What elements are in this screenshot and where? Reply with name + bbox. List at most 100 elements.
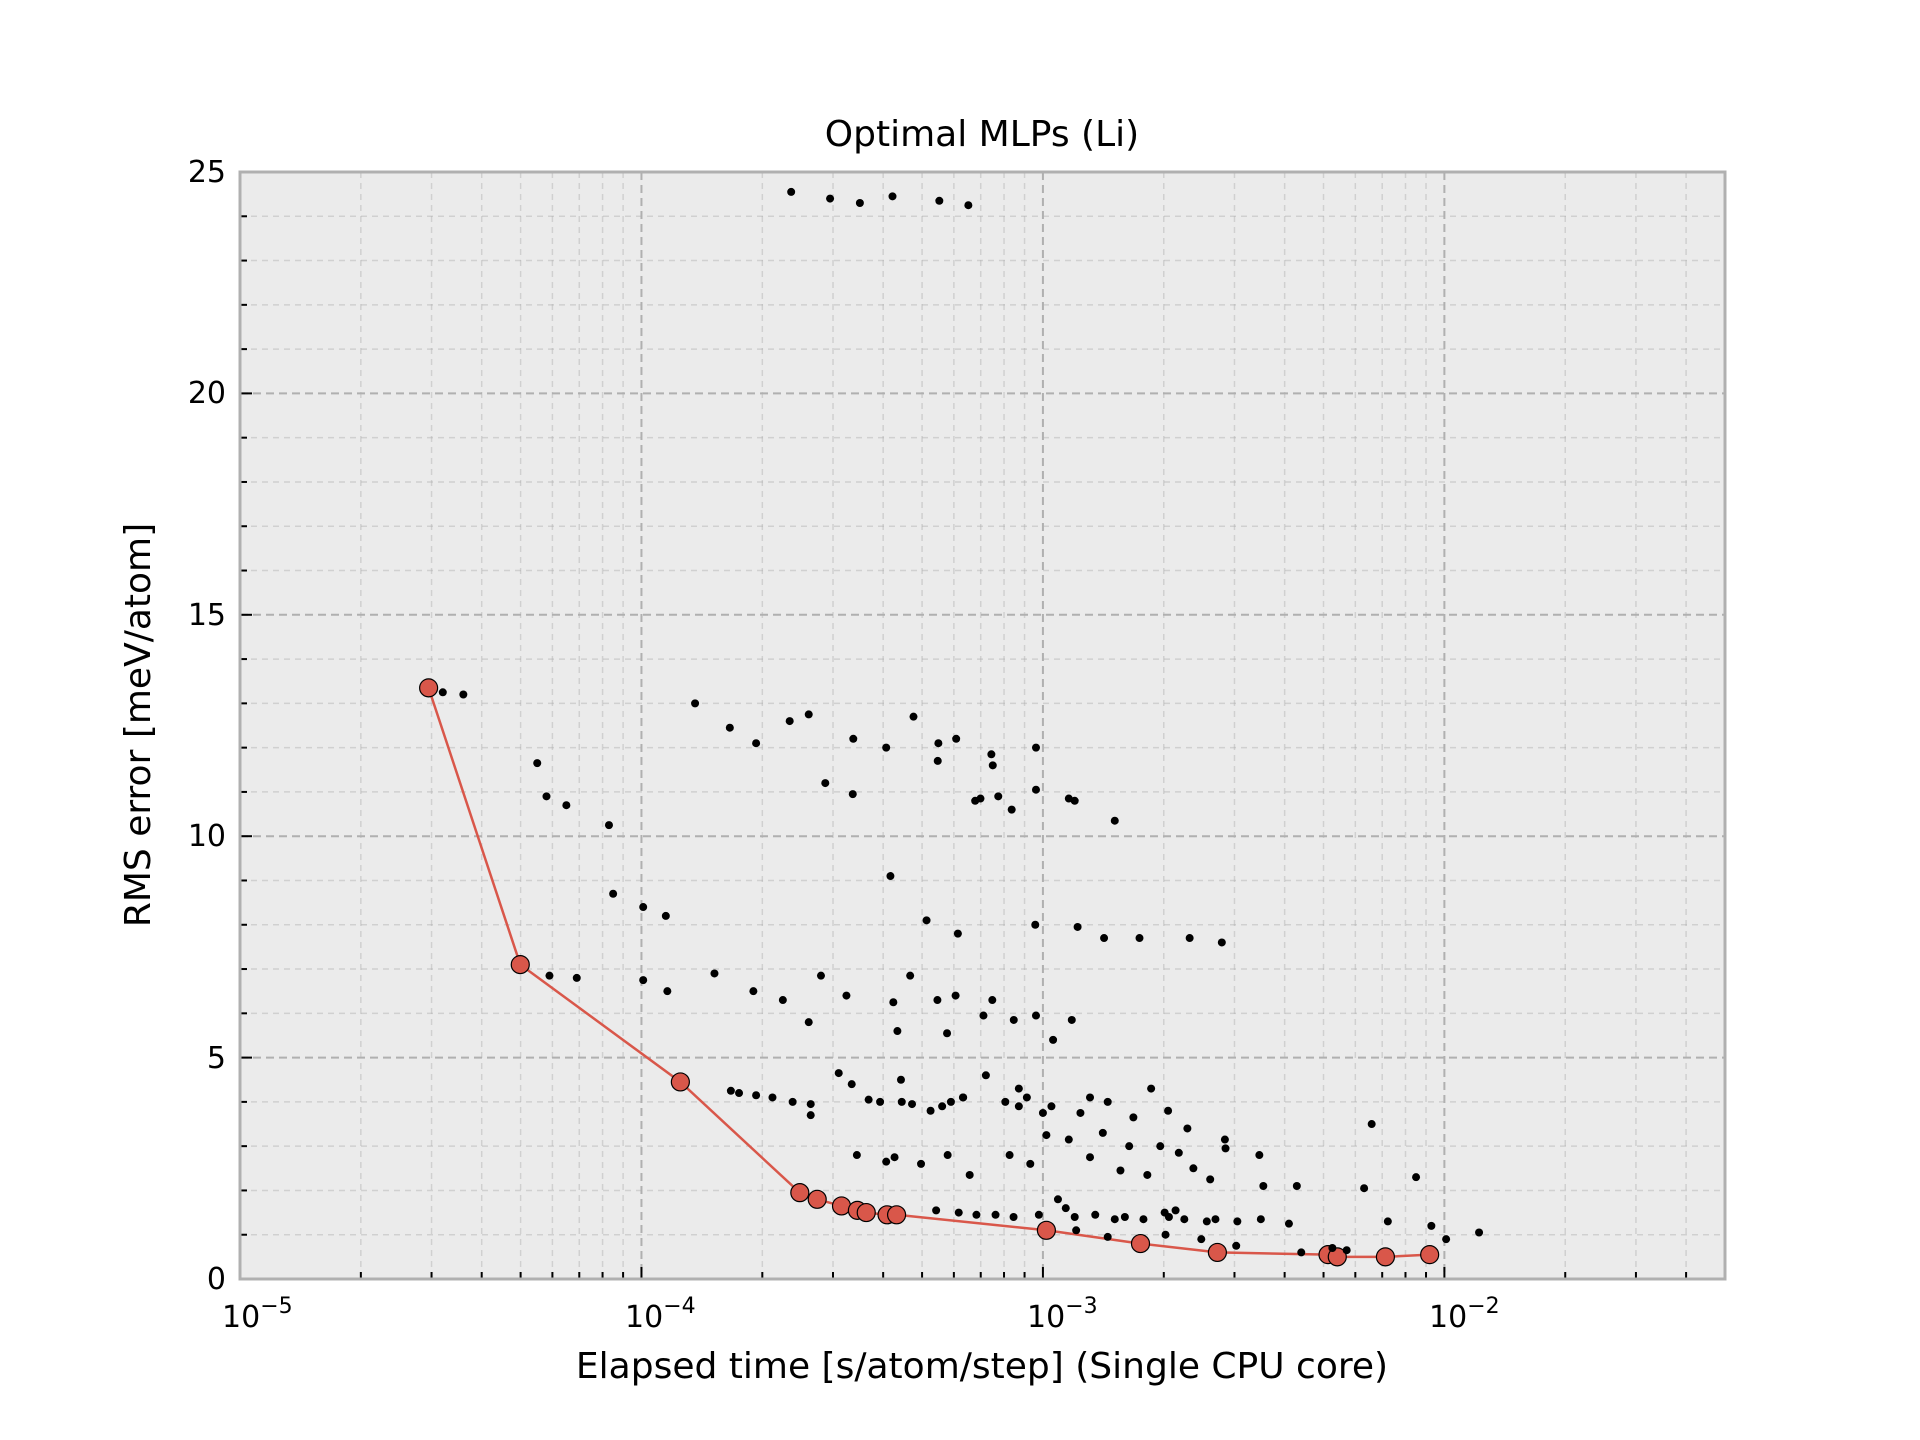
- data-point: [1475, 1228, 1484, 1237]
- data-point: [1076, 1108, 1085, 1117]
- plot-frame: [238, 170, 1727, 1281]
- x-tick-label: 10−4: [625, 1294, 696, 1335]
- data-point: [1129, 1113, 1138, 1122]
- data-point: [768, 1093, 777, 1102]
- data-point: [897, 1097, 906, 1106]
- pareto-point: [1327, 1247, 1347, 1267]
- data-point: [710, 969, 719, 978]
- data-point: [1038, 1108, 1047, 1117]
- data-point: [1031, 1011, 1040, 1020]
- data-point: [572, 973, 581, 982]
- data-point: [735, 1089, 744, 1098]
- data-point: [1042, 1131, 1051, 1140]
- pareto-point: [419, 678, 439, 698]
- data-point: [849, 734, 858, 743]
- data-point: [752, 1091, 761, 1100]
- data-point: [852, 1151, 861, 1160]
- pareto-point: [1130, 1233, 1151, 1254]
- data-point: [787, 187, 796, 196]
- x-tick-label-base: 10: [1429, 1300, 1467, 1335]
- data-point: [459, 690, 468, 699]
- pareto-front: [419, 678, 1440, 1267]
- pareto-point: [831, 1196, 852, 1216]
- data-point: [1284, 1219, 1293, 1228]
- data-point: [1001, 1097, 1010, 1106]
- data-point: [1174, 1148, 1183, 1157]
- pareto-point: [1207, 1242, 1227, 1263]
- data-point: [943, 1151, 952, 1160]
- x-tick-labels: 10−5 10−4 10 −3 10−2: [222, 1294, 1500, 1335]
- data-point: [888, 192, 897, 201]
- y-tick-label: 10: [188, 819, 226, 854]
- data-point: [972, 1210, 981, 1219]
- data-point: [951, 991, 960, 1000]
- data-point: [663, 987, 672, 996]
- data-point: [834, 1069, 843, 1078]
- data-point: [906, 971, 915, 980]
- data-point: [609, 889, 618, 898]
- data-point: [934, 739, 943, 748]
- data-point: [604, 821, 613, 830]
- data-point: [882, 743, 891, 752]
- plot-background: [240, 172, 1725, 1279]
- data-point: [908, 1100, 917, 1109]
- data-point: [1100, 934, 1109, 943]
- data-point: [752, 739, 761, 748]
- data-point: [639, 903, 648, 912]
- data-point: [1026, 1159, 1035, 1168]
- data-point: [1049, 1035, 1058, 1044]
- data-point: [1110, 816, 1119, 825]
- data-point: [886, 872, 895, 881]
- data-point: [1009, 1015, 1018, 1024]
- y-tick-labels: 0 5 10 15 20 25: [188, 155, 226, 1297]
- data-point: [876, 1097, 885, 1106]
- pareto-point: [1036, 1220, 1056, 1240]
- pareto-point: [807, 1189, 827, 1209]
- y-tick-label: 20: [188, 376, 226, 411]
- data-point: [1292, 1182, 1301, 1191]
- x-tick-label: 10−5: [222, 1294, 293, 1335]
- data-point: [639, 976, 648, 985]
- pareto-point: [670, 1072, 690, 1092]
- data-point: [1232, 1241, 1241, 1250]
- pareto-point: [1375, 1247, 1396, 1267]
- data-point: [842, 991, 851, 1000]
- y-tick-label: 25: [188, 155, 226, 190]
- data-point: [1070, 796, 1079, 805]
- data-point: [943, 1029, 952, 1038]
- data-point: [1211, 1215, 1220, 1224]
- data-point: [533, 759, 542, 768]
- data-point: [1005, 1151, 1014, 1160]
- data-point: [1185, 934, 1194, 943]
- data-point: [785, 717, 794, 726]
- data-point: [1360, 1184, 1369, 1193]
- data-point: [691, 699, 700, 708]
- x-tick-label: 10−2: [1429, 1294, 1500, 1335]
- data-point: [882, 1157, 891, 1166]
- x-tick-label-base: 10: [222, 1300, 260, 1335]
- y-axis-label: RMS error [meV/atom]: [118, 523, 159, 927]
- data-point: [909, 712, 918, 721]
- data-point: [1206, 1175, 1215, 1184]
- data-point: [1072, 1226, 1081, 1235]
- data-point: [848, 790, 857, 799]
- data-point: [1189, 1164, 1198, 1173]
- data-point: [959, 1093, 968, 1102]
- data-point: [1197, 1235, 1206, 1244]
- data-point: [1067, 1015, 1076, 1024]
- x-tick-label-exponent: −3: [1065, 1294, 1097, 1319]
- data-point: [1086, 1153, 1095, 1162]
- data-point: [917, 1159, 926, 1168]
- data-point: [806, 1111, 815, 1120]
- data-point: [1328, 1244, 1337, 1253]
- data-point: [1073, 922, 1082, 931]
- data-point: [890, 1153, 899, 1162]
- data-point: [804, 710, 813, 719]
- data-point: [946, 1097, 955, 1106]
- data-point: [988, 996, 997, 1005]
- data-point: [926, 1106, 935, 1115]
- data-point: [1297, 1248, 1306, 1257]
- data-point: [1442, 1235, 1451, 1244]
- data-point: [1164, 1213, 1173, 1222]
